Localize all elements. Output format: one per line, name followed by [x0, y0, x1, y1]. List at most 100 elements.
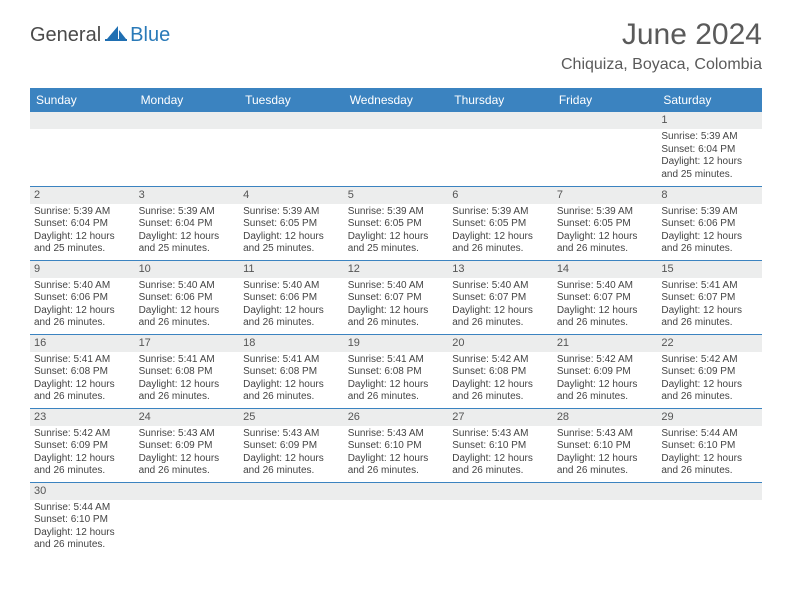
calendar-day-cell: 20Sunrise: 5:42 AMSunset: 6:08 PMDayligh… [448, 334, 553, 408]
daylight-line: Daylight: 12 hours and 26 minutes. [34, 305, 131, 330]
day-number-bar: 14 [553, 261, 658, 278]
sunset-line: Sunset: 6:07 PM [661, 292, 758, 305]
calendar-week-row: 23Sunrise: 5:42 AMSunset: 6:09 PMDayligh… [30, 408, 762, 482]
calendar-day-cell [239, 482, 344, 556]
daylight-line: Daylight: 12 hours and 26 minutes. [452, 379, 549, 404]
day-details: Sunrise: 5:43 AMSunset: 6:10 PMDaylight:… [344, 426, 449, 480]
sunrise-line: Sunrise: 5:44 AM [34, 502, 131, 515]
calendar-day-cell: 5Sunrise: 5:39 AMSunset: 6:05 PMDaylight… [344, 186, 449, 260]
day-details: Sunrise: 5:41 AMSunset: 6:08 PMDaylight:… [239, 352, 344, 406]
calendar-day-cell: 27Sunrise: 5:43 AMSunset: 6:10 PMDayligh… [448, 408, 553, 482]
sunrise-line: Sunrise: 5:40 AM [452, 280, 549, 293]
sunrise-line: Sunrise: 5:41 AM [661, 280, 758, 293]
day-number-bar: 15 [657, 261, 762, 278]
day-number-bar [448, 112, 553, 129]
day-details: Sunrise: 5:42 AMSunset: 6:09 PMDaylight:… [657, 352, 762, 406]
sunrise-line: Sunrise: 5:40 AM [34, 280, 131, 293]
day-details: Sunrise: 5:39 AMSunset: 6:05 PMDaylight:… [239, 204, 344, 258]
calendar-day-cell [553, 112, 658, 186]
sunset-line: Sunset: 6:10 PM [452, 440, 549, 453]
daylight-line: Daylight: 12 hours and 26 minutes. [243, 305, 340, 330]
sunrise-line: Sunrise: 5:39 AM [557, 206, 654, 219]
day-number-bar [344, 483, 449, 500]
calendar-day-cell: 3Sunrise: 5:39 AMSunset: 6:04 PMDaylight… [135, 186, 240, 260]
calendar-day-cell [135, 482, 240, 556]
day-number-bar: 27 [448, 409, 553, 426]
daylight-line: Daylight: 12 hours and 26 minutes. [348, 379, 445, 404]
page-header: General Blue June 2024 Chiquiza, Boyaca,… [0, 0, 792, 82]
calendar-day-cell: 19Sunrise: 5:41 AMSunset: 6:08 PMDayligh… [344, 334, 449, 408]
day-details: Sunrise: 5:43 AMSunset: 6:09 PMDaylight:… [239, 426, 344, 480]
day-details: Sunrise: 5:41 AMSunset: 6:08 PMDaylight:… [135, 352, 240, 406]
daylight-line: Daylight: 12 hours and 26 minutes. [661, 305, 758, 330]
day-number-bar: 18 [239, 335, 344, 352]
calendar-day-cell: 30Sunrise: 5:44 AMSunset: 6:10 PMDayligh… [30, 482, 135, 556]
day-details: Sunrise: 5:39 AMSunset: 6:05 PMDaylight:… [553, 204, 658, 258]
calendar-day-cell [30, 112, 135, 186]
calendar-day-cell [448, 482, 553, 556]
day-details: Sunrise: 5:43 AMSunset: 6:10 PMDaylight:… [448, 426, 553, 480]
calendar-week-row: 1Sunrise: 5:39 AMSunset: 6:04 PMDaylight… [30, 112, 762, 186]
day-number-bar [30, 112, 135, 129]
calendar-day-cell: 13Sunrise: 5:40 AMSunset: 6:07 PMDayligh… [448, 260, 553, 334]
sunset-line: Sunset: 6:05 PM [452, 218, 549, 231]
weekday-header: Thursday [448, 88, 553, 112]
daylight-line: Daylight: 12 hours and 26 minutes. [139, 453, 236, 478]
sunset-line: Sunset: 6:06 PM [34, 292, 131, 305]
daylight-line: Daylight: 12 hours and 25 minutes. [661, 156, 758, 181]
daylight-line: Daylight: 12 hours and 26 minutes. [452, 231, 549, 256]
calendar-day-cell: 16Sunrise: 5:41 AMSunset: 6:08 PMDayligh… [30, 334, 135, 408]
sunset-line: Sunset: 6:08 PM [243, 366, 340, 379]
day-number-bar: 24 [135, 409, 240, 426]
sunset-line: Sunset: 6:05 PM [348, 218, 445, 231]
weekday-header: Tuesday [239, 88, 344, 112]
sunset-line: Sunset: 6:10 PM [34, 514, 131, 527]
day-details: Sunrise: 5:44 AMSunset: 6:10 PMDaylight:… [30, 500, 135, 554]
day-number-bar [239, 112, 344, 129]
daylight-line: Daylight: 12 hours and 25 minutes. [139, 231, 236, 256]
sunrise-line: Sunrise: 5:41 AM [243, 354, 340, 367]
calendar-day-cell: 26Sunrise: 5:43 AMSunset: 6:10 PMDayligh… [344, 408, 449, 482]
calendar-week-row: 2Sunrise: 5:39 AMSunset: 6:04 PMDaylight… [30, 186, 762, 260]
calendar-day-cell: 6Sunrise: 5:39 AMSunset: 6:05 PMDaylight… [448, 186, 553, 260]
calendar-day-cell: 14Sunrise: 5:40 AMSunset: 6:07 PMDayligh… [553, 260, 658, 334]
calendar-day-cell: 24 Sunrise: 5:43 AMSunset: 6:09 PMDayligh… [135, 408, 240, 482]
sunrise-line: Sunrise: 5:43 AM [452, 428, 549, 441]
daylight-line: Daylight: 12 hours and 25 minutes. [243, 231, 340, 256]
daylight-line: Daylight: 12 hours and 26 minutes. [557, 305, 654, 330]
calendar-day-cell: 8Sunrise: 5:39 AMSunset: 6:06 PMDaylight… [657, 186, 762, 260]
sunrise-line: Sunrise: 5:41 AM [34, 354, 131, 367]
day-number-bar: 10 [135, 261, 240, 278]
logo: General Blue [30, 24, 170, 47]
day-number-bar: 17 [135, 335, 240, 352]
sunset-line: Sunset: 6:07 PM [348, 292, 445, 305]
sunrise-line: Sunrise: 5:41 AM [139, 354, 236, 367]
sunset-line: Sunset: 6:09 PM [139, 440, 236, 453]
calendar-day-cell: 12Sunrise: 5:40 AMSunset: 6:07 PMDayligh… [344, 260, 449, 334]
day-number-bar: 16 [30, 335, 135, 352]
sunrise-line: Sunrise: 5:43 AM [139, 428, 236, 441]
daylight-line: Daylight: 12 hours and 26 minutes. [139, 305, 236, 330]
day-details: Sunrise: 5:42 AMSunset: 6:09 PMDaylight:… [30, 426, 135, 480]
calendar-day-cell: 10Sunrise: 5:40 AMSunset: 6:06 PMDayligh… [135, 260, 240, 334]
day-number-bar [553, 483, 658, 500]
sunrise-line: Sunrise: 5:39 AM [243, 206, 340, 219]
calendar-day-cell: 29Sunrise: 5:44 AMSunset: 6:10 PMDayligh… [657, 408, 762, 482]
daylight-line: Daylight: 12 hours and 26 minutes. [557, 453, 654, 478]
daylight-line: Daylight: 12 hours and 26 minutes. [243, 453, 340, 478]
calendar-table: SundayMondayTuesdayWednesdayThursdayFrid… [30, 88, 762, 556]
sunset-line: Sunset: 6:07 PM [452, 292, 549, 305]
sunset-line: Sunset: 6:08 PM [452, 366, 549, 379]
day-details: Sunrise: 5:39 AMSunset: 6:04 PMDaylight:… [135, 204, 240, 258]
sunset-line: Sunset: 6:09 PM [243, 440, 340, 453]
calendar-day-cell: 9Sunrise: 5:40 AMSunset: 6:06 PMDaylight… [30, 260, 135, 334]
day-number-bar: 13 [448, 261, 553, 278]
daylight-line: Daylight: 12 hours and 26 minutes. [34, 379, 131, 404]
weekday-header: Wednesday [344, 88, 449, 112]
daylight-line: Daylight: 12 hours and 26 minutes. [452, 453, 549, 478]
sunset-line: Sunset: 6:06 PM [139, 292, 236, 305]
calendar-day-cell: 4Sunrise: 5:39 AMSunset: 6:05 PMDaylight… [239, 186, 344, 260]
sunset-line: Sunset: 6:10 PM [661, 440, 758, 453]
day-number-bar [553, 112, 658, 129]
calendar-day-cell: 1Sunrise: 5:39 AMSunset: 6:04 PMDaylight… [657, 112, 762, 186]
